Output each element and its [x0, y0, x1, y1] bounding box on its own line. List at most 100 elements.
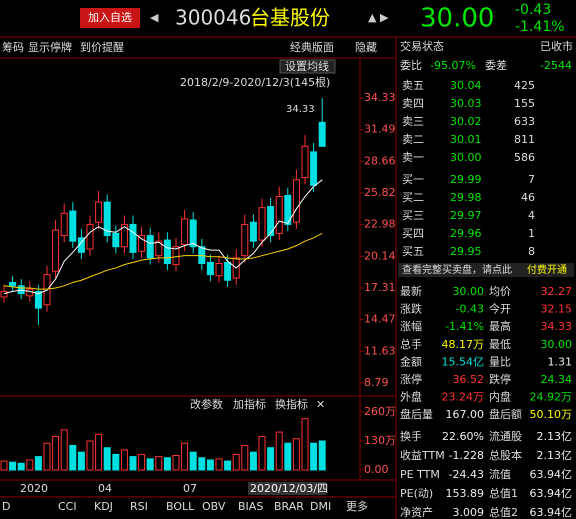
y-tick-label: 28.66	[364, 154, 396, 167]
stat-label: 最低	[489, 338, 511, 351]
change-pct: -1.41%	[515, 19, 565, 35]
book-label: 买二	[402, 191, 424, 204]
volume-tool[interactable]: 换指标	[275, 397, 308, 411]
candle-body	[215, 262, 223, 277]
volume-bar	[69, 444, 77, 471]
volume-bar	[318, 440, 326, 471]
book-price: 29.99	[450, 173, 482, 186]
book-label: 买四	[402, 227, 424, 240]
high-annotation: 34.33	[286, 104, 315, 115]
fund-label: 总值2	[489, 505, 518, 519]
candle-body	[206, 261, 214, 276]
add-watch-label[interactable]: 加入自选	[88, 11, 132, 24]
stat-label: 盘后额	[489, 407, 522, 421]
book-volume: 46	[521, 191, 535, 204]
candle-body	[284, 194, 292, 225]
pay-link[interactable]: 付费开通	[527, 263, 567, 276]
stat-label: 涨跌	[400, 302, 422, 316]
candle-body	[292, 179, 300, 223]
add-watch-button[interactable]	[80, 8, 140, 28]
candle-body	[112, 232, 120, 248]
y-tick-label: 14.47	[364, 313, 396, 326]
candle-body	[26, 288, 34, 297]
volume-tool[interactable]: 改参数	[190, 397, 223, 411]
volume-bar	[52, 436, 60, 471]
ma-button-bg[interactable]	[279, 59, 336, 74]
candle-body	[69, 210, 77, 242]
volume-bar	[301, 418, 309, 471]
volume-bar	[86, 440, 94, 471]
fund-label: 收益TTM	[400, 448, 445, 462]
y-tick-label: 8.79	[364, 376, 389, 389]
fund-value: -24.43	[449, 468, 484, 481]
indicator-tab[interactable]: D	[2, 500, 10, 513]
stat-label: 涨停	[400, 372, 422, 386]
vol-tick-label: 0.00	[364, 463, 389, 476]
book-price: 30.04	[450, 79, 482, 92]
volume-bar	[232, 453, 240, 471]
indicator-tab[interactable]: BIAS	[238, 500, 263, 513]
volume-bar	[43, 442, 51, 471]
fund-value: 3.009	[453, 506, 485, 519]
notice-bg[interactable]	[398, 263, 574, 277]
indicator-tab[interactable]: KDJ	[94, 500, 113, 513]
candle-body	[224, 261, 232, 281]
indicator-tab[interactable]: OBV	[202, 500, 226, 513]
candle-body	[60, 212, 68, 237]
stat-value: 48.17万	[442, 338, 485, 351]
next-arrow[interactable]: ▲ ▶	[368, 11, 389, 24]
stat-label: 跌停	[489, 372, 511, 386]
y-tick-label: 34.33	[364, 91, 396, 104]
y-tick-label: 22.98	[364, 218, 396, 231]
indicator-tab[interactable]: CCI	[58, 500, 77, 513]
book-volume: 4	[528, 209, 535, 222]
stat-label: 盘后量	[400, 407, 433, 421]
cursor-date-bg	[248, 482, 326, 495]
toolbar-item[interactable]: 到价提醒	[80, 41, 124, 54]
fund-label: 净资产	[400, 505, 433, 519]
cursor-date: 2020/12/03/四	[250, 482, 328, 495]
book-label: 买三	[402, 209, 424, 222]
volume-tool[interactable]: 加指标	[233, 397, 266, 411]
close-icon[interactable]: ✕	[316, 398, 325, 411]
book-price: 30.02	[450, 115, 482, 128]
stat-label: 今开	[489, 302, 511, 316]
candle-body	[318, 121, 326, 147]
candle-body	[155, 240, 163, 257]
x-label: 04	[98, 482, 112, 495]
volume-bar	[292, 438, 300, 471]
toolbar-item[interactable]: 筹码	[2, 40, 24, 54]
book-price: 29.98	[450, 191, 482, 204]
fund-value: 63.94亿	[530, 468, 573, 481]
ma-button[interactable]: 设置均线	[285, 59, 329, 73]
stat-value: 24.34	[541, 373, 573, 386]
indicator-tab[interactable]: DMI	[310, 500, 331, 513]
volume-bar	[129, 456, 137, 471]
candle-body	[258, 207, 266, 241]
indicator-tab[interactable]: RSI	[130, 500, 148, 513]
fund-label: 总股本	[489, 448, 522, 462]
order-ratio: 委比	[400, 59, 422, 72]
book-label: 买一	[402, 173, 424, 186]
prev-arrow[interactable]: ◀	[150, 11, 159, 24]
book-label: 卖一	[402, 151, 424, 164]
layout-menu[interactable]: 经典版面	[290, 40, 334, 54]
toolbar-item[interactable]: 显示停牌	[28, 40, 72, 54]
change: -0.43	[515, 2, 551, 18]
notice[interactable]: 查看完整买卖盘，请点此	[402, 263, 512, 276]
hide-button[interactable]: 隐藏	[355, 41, 377, 54]
fund-label: 总值1	[489, 486, 518, 500]
candle-body	[310, 151, 318, 186]
indicator-tab[interactable]: 更多	[346, 499, 368, 513]
book-label: 卖五	[402, 79, 424, 92]
indicator-tab[interactable]: BRAR	[274, 500, 304, 513]
y-tick-label: 11.63	[364, 344, 396, 357]
candle-body	[163, 239, 171, 264]
last-price: 30.00	[420, 4, 494, 34]
indicator-tab[interactable]: BOLL	[166, 500, 195, 513]
fund-value: 2.13亿	[537, 449, 573, 462]
fund-label: 流值	[489, 467, 511, 481]
fund-label: 换手	[400, 429, 422, 443]
volume-bar	[0, 460, 8, 471]
volume-bar	[146, 458, 154, 471]
